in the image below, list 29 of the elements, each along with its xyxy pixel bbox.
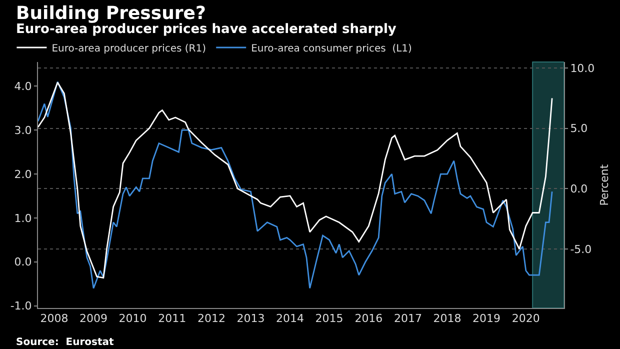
x-tick-label: 2018 xyxy=(433,312,462,326)
x-tick-label: 2016 xyxy=(354,312,383,326)
x-tick-label: 2015 xyxy=(315,312,344,326)
chart-title: Building Pressure? xyxy=(16,3,206,24)
x-tick-label: 2019 xyxy=(472,312,501,326)
y-tick-label: 4.0 xyxy=(14,80,32,94)
x-tick-label: 2020 xyxy=(512,312,540,326)
legend-label: Euro-area consumer prices (L1) xyxy=(251,43,412,54)
legend-label: Euro-area producer prices (R1) xyxy=(52,43,206,54)
x-tick-label: 2017 xyxy=(394,312,422,326)
x-tick-label: 2010 xyxy=(118,312,147,326)
y-tick-label: 1.0 xyxy=(14,212,32,225)
x-tick-label: 2012 xyxy=(197,312,226,326)
y2-tick-label: 5.0 xyxy=(570,122,588,136)
x-tick-label: 2008 xyxy=(40,312,68,326)
y-tick-label: 3.0 xyxy=(14,124,32,137)
y2-tick-label: -5.0 xyxy=(570,242,592,256)
y-tick-label: -1.0 xyxy=(10,300,32,313)
chart-subtitle: Euro-area producer prices have accelerated sharply xyxy=(16,22,397,37)
y-tick-label: 2.0 xyxy=(14,168,32,181)
y2-tick-label: 10.0 xyxy=(570,62,595,75)
source-note: Source: Eurostat xyxy=(16,337,114,348)
x-tick-label: 2009 xyxy=(80,312,108,326)
y-tick-label: 0.0 xyxy=(14,256,32,269)
y2-tick-label: 0.0 xyxy=(570,182,588,196)
x-tick-label: 2013 xyxy=(236,312,265,326)
x-tick-label: 2011 xyxy=(158,312,186,326)
y2-axis-title: Percent xyxy=(598,164,611,206)
x-tick-label: 2014 xyxy=(276,312,304,326)
